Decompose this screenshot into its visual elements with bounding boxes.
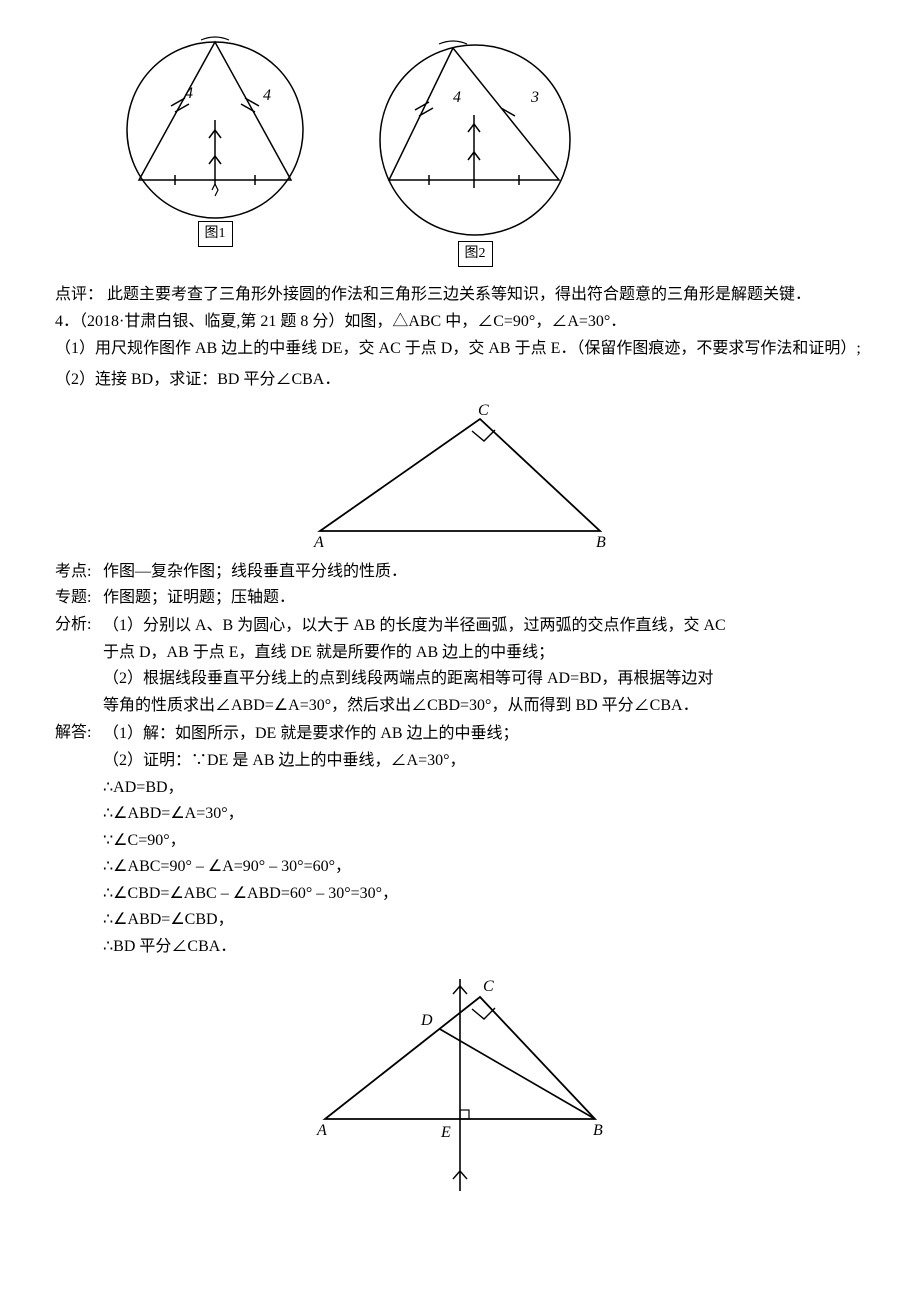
review-line: 点评： 此题主要考查了三角形外接圆的作法和三角形三边关系等知识，得出符合题意的三…	[55, 282, 865, 308]
jieda-line9: ∴BD 平分∠CBA．	[103, 934, 865, 960]
zhuanti-label: 专题:	[55, 585, 103, 611]
label-D: D	[420, 1012, 433, 1029]
jieda-line7: ∴∠CBD=∠ABC – ∠ABD=60° – 30°=30°，	[103, 881, 865, 907]
kaodian-body: 作图—复杂作图；线段垂直平分线的性质．	[103, 559, 865, 585]
fig2-label-4: 4	[453, 89, 461, 106]
jieda-line8: ∴∠ABD=∠CBD，	[103, 907, 865, 933]
label-C: C	[478, 402, 489, 419]
figure-2-caption: 图2	[458, 241, 493, 267]
top-figures-row: 4 4 图1 4 3 图2	[105, 20, 865, 267]
triangle-construction-figure: A B C D E	[55, 969, 865, 1199]
fig2-label-3: 3	[530, 89, 539, 106]
jieda-row: 解答: （1）解：如图所示，DE 就是要求作的 AB 边上的中垂线； （2）证明…	[55, 720, 865, 960]
jieda-line1: （1）解：如图所示，DE 就是要求作的 AB 边上的中垂线；	[103, 721, 865, 747]
problem-intro: 4．（2018·甘肃白银、临夏,第 21 题 8 分）如图，△ABC 中，∠C=…	[55, 309, 865, 335]
jieda-line3: ∴AD=BD，	[103, 775, 865, 801]
jieda-line6: ∴∠ABC=90° – ∠A=90° – 30°=60°，	[103, 854, 865, 880]
kaodian-row: 考点: 作图—复杂作图；线段垂直平分线的性质．	[55, 559, 865, 585]
figure-1-caption: 图1	[198, 221, 233, 247]
label-A2: A	[316, 1122, 327, 1139]
fig1-label-4a: 4	[185, 85, 193, 102]
label-B: B	[596, 534, 606, 551]
jieda-body: （1）解：如图所示，DE 就是要求作的 AB 边上的中垂线； （2）证明：∵DE…	[103, 720, 865, 960]
fenxi-label: 分析:	[55, 612, 103, 719]
zhuanti-row: 专题: 作图题；证明题；压轴题．	[55, 585, 865, 611]
label-A: A	[313, 534, 324, 551]
fig1-label-4b: 4	[263, 87, 271, 104]
label-B2: B	[593, 1122, 603, 1139]
problem-part2: （2）连接 BD，求证：BD 平分∠CBA．	[55, 367, 865, 393]
figure-2-svg: 4 3	[355, 20, 595, 240]
fenxi-line2b: 等角的性质求出∠ABD=∠A=30°，然后求出∠CBD=30°，从而得到 BD …	[103, 693, 865, 719]
figure-1-block: 4 4 图1	[105, 20, 325, 267]
zhuanti-body: 作图题；证明题；压轴题．	[103, 585, 865, 611]
jieda-line5: ∵∠C=90°，	[103, 828, 865, 854]
triangle-abc-svg: A B C	[300, 401, 620, 551]
fenxi-row: 分析: （1）分别以 A、B 为圆心，以大于 AB 的长度为半径画弧，过两弧的交…	[55, 612, 865, 719]
jieda-line4: ∴∠ABD=∠A=30°，	[103, 801, 865, 827]
triangle-abc-figure: A B C	[55, 401, 865, 551]
label-E: E	[440, 1124, 451, 1141]
jieda-label: 解答:	[55, 720, 103, 960]
fenxi-body: （1）分别以 A、B 为圆心，以大于 AB 的长度为半径画弧，过两弧的交点作直线…	[103, 612, 865, 719]
figure-1-svg: 4 4	[105, 20, 325, 220]
problem-part1: （1）用尺规作图作 AB 边上的中垂线 DE，交 AC 于点 D，交 AB 于点…	[55, 336, 865, 362]
fenxi-line1: （1）分别以 A、B 为圆心，以大于 AB 的长度为半径画弧，过两弧的交点作直线…	[103, 613, 865, 639]
label-C2: C	[483, 978, 494, 995]
fenxi-line2: （2）根据线段垂直平分线上的点到线段两端点的距离相等可得 AD=BD，再根据等边…	[103, 666, 865, 692]
jieda-line2: （2）证明：∵DE 是 AB 边上的中垂线，∠A=30°，	[103, 748, 865, 774]
triangle-construction-svg: A B C D E	[305, 969, 615, 1199]
figure-2-block: 4 3 图2	[355, 20, 595, 267]
fenxi-line1b: 于点 D，AB 于点 E，直线 DE 就是所要作的 AB 边上的中垂线；	[103, 640, 865, 666]
kaodian-label: 考点:	[55, 559, 103, 585]
